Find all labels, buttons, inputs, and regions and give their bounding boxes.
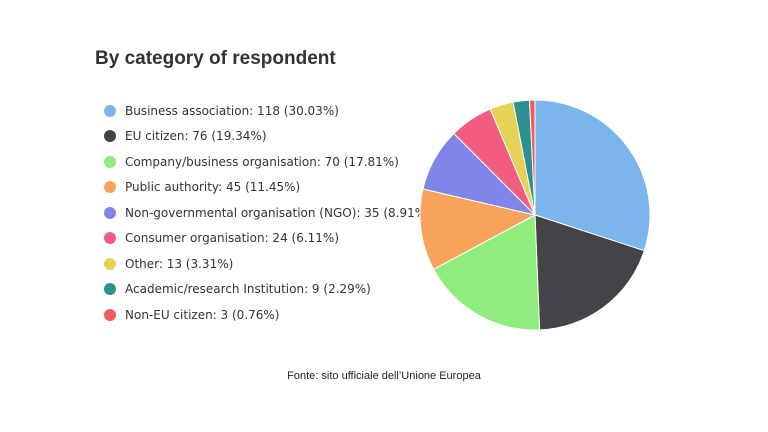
legend-item[interactable]: Business association: 118 (30.03%): [104, 98, 431, 124]
legend-label: Non-EU citizen: 3 (0.76%): [125, 307, 280, 322]
legend-label: Company/business organisation: 70 (17.81…: [125, 154, 399, 169]
legend-label: Academic/research Institution: 9 (2.29%): [125, 282, 371, 297]
legend-marker: [104, 283, 116, 296]
legend-item[interactable]: Academic/research Institution: 9 (2.29%): [104, 277, 431, 303]
legend-item[interactable]: EU citizen: 76 (19.34%): [104, 124, 431, 150]
legend-item[interactable]: Public authority: 45 (11.45%): [104, 175, 431, 201]
legend-marker: [104, 257, 116, 270]
legend-marker: [104, 104, 116, 117]
legend-label: EU citizen: 76 (19.34%): [125, 129, 267, 144]
legend-item[interactable]: Non-governmental organisation (NGO): 35 …: [104, 200, 431, 226]
pie-slice[interactable]: [419, 188, 537, 270]
source-note: Fonte: sito ufficiale dell’Unione Europe…: [287, 370, 481, 382]
legend-item[interactable]: Company/business organisation: 70 (17.81…: [104, 149, 431, 175]
legend-label: Public authority: 45 (11.45%): [125, 180, 301, 195]
chart-title: By category of respondent: [95, 48, 336, 69]
legend-marker: [104, 308, 116, 321]
legend-label: Other: 13 (3.31%): [125, 256, 234, 271]
legend-marker: [104, 130, 116, 143]
pie-slice[interactable]: [534, 214, 645, 331]
legend-marker: [104, 155, 116, 168]
pie-slice[interactable]: [432, 214, 541, 331]
legend: Business association: 118 (30.03%) EU cit…: [104, 98, 431, 328]
legend-label: Consumer organisation: 24 (6.11%): [125, 231, 339, 246]
pie-slice[interactable]: [534, 99, 651, 252]
pie-slice[interactable]: [528, 99, 536, 216]
legend-marker: [104, 206, 116, 219]
legend-item[interactable]: Consumer organisation: 24 (6.11%): [104, 226, 431, 252]
legend-label: Business association: 118 (30.03%): [125, 103, 339, 118]
legend-item[interactable]: Other: 13 (3.31%): [104, 251, 431, 277]
pie-chart: [419, 99, 651, 331]
legend-item[interactable]: Non-EU citizen: 3 (0.76%): [104, 302, 431, 328]
legend-label: Non-governmental organisation (NGO): 35 …: [125, 205, 431, 220]
legend-marker: [104, 181, 116, 194]
legend-marker: [104, 232, 116, 245]
